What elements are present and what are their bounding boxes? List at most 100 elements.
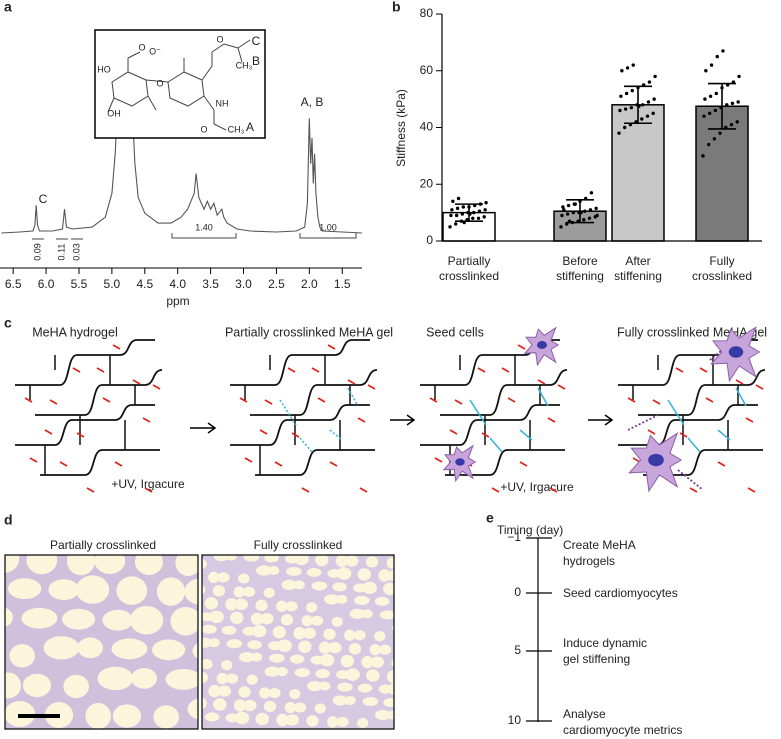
x-tick-label: Before	[562, 254, 598, 268]
micrograph-cell	[212, 585, 226, 597]
micrograph-cell	[242, 586, 256, 598]
step-title: MeHA hydrogel	[32, 325, 117, 339]
y-tick-label: 60	[420, 63, 434, 77]
error-bar	[566, 199, 594, 224]
methacrylate	[537, 379, 546, 385]
network	[15, 339, 163, 493]
data-point	[454, 213, 459, 218]
step-title: Partially crosslinked MeHA gel	[225, 325, 393, 339]
molecule	[107, 39, 251, 131]
micrograph-cell	[221, 660, 233, 671]
micrograph-cell	[129, 605, 164, 635]
methacrylate	[259, 429, 268, 435]
data-point	[645, 114, 650, 118]
micrograph-cell	[221, 625, 237, 635]
micrograph-cell	[307, 680, 323, 692]
x-tick-label: 3.0	[235, 277, 252, 291]
data-point	[702, 114, 706, 118]
data-point	[582, 218, 586, 222]
micrograph-cell	[327, 716, 339, 728]
micrograph-cell	[175, 555, 198, 576]
methacrylate	[735, 379, 744, 385]
micrograph-cell	[306, 567, 322, 577]
micrograph-cell	[264, 666, 281, 677]
micrograph-cell	[9, 644, 35, 668]
methacrylate	[699, 367, 708, 373]
crosslink	[279, 399, 297, 426]
micrograph-cell	[332, 695, 349, 706]
data-point	[482, 215, 486, 219]
spectrum-annotations: 6.5 6.0 5.5 5.0 4.5 4.0 3.5 3.0 2.5 2.0 1.5 ppm C A, …	[0, 95, 362, 308]
spectrum-area	[1, 34, 362, 234]
methacrylate	[675, 367, 684, 373]
x-tick-label: 6.5	[5, 277, 22, 291]
micrograph-cell	[202, 659, 213, 670]
micrograph-cell	[192, 642, 198, 659]
data-point	[566, 203, 571, 208]
methacrylate	[59, 461, 68, 467]
structure-atom: HO	[97, 64, 111, 74]
methacrylate	[357, 417, 366, 423]
methacrylate	[481, 432, 490, 438]
micrograph-cell	[366, 669, 380, 682]
data-point	[631, 63, 635, 67]
crosslink	[677, 469, 704, 491]
micrograph-cell	[362, 696, 379, 707]
data-point	[449, 213, 453, 218]
micrograph-label: Partially crosslinked	[50, 538, 156, 552]
micrograph-cell	[294, 668, 311, 678]
micrograph-cell	[48, 579, 80, 600]
micrograph-cell	[349, 608, 366, 619]
methacrylate	[102, 397, 111, 403]
timeline-event: cardiomyocyte metrics	[563, 723, 682, 737]
micrograph-cell	[357, 568, 372, 581]
data-point	[653, 74, 657, 79]
methacrylate	[329, 461, 338, 467]
micrograph-cell	[318, 641, 332, 654]
micrograph-cell	[314, 703, 326, 714]
polymer-strand	[618, 404, 758, 446]
methacrylate	[239, 397, 248, 403]
data-point	[703, 97, 707, 101]
micrograph-cell	[369, 644, 381, 656]
micrograph-cell	[204, 712, 220, 722]
x-tick-label: After	[625, 254, 650, 268]
polymer-strand	[35, 369, 163, 416]
polymer-strand	[15, 339, 155, 386]
data-point	[625, 66, 630, 70]
inset-frame	[94, 29, 266, 139]
integral-label: 0.03	[71, 243, 81, 261]
data-point	[736, 100, 740, 104]
methacrylate	[501, 367, 510, 373]
micrograph-cell	[391, 658, 394, 668]
timeline-axis-label: Timing (day)	[497, 523, 563, 537]
data-point	[484, 200, 488, 205]
error-bar	[708, 82, 736, 130]
methacrylate	[114, 461, 123, 467]
data-point	[629, 105, 634, 110]
peak-label: C	[39, 192, 48, 206]
micrograph-cell	[116, 576, 148, 605]
micrograph-cell	[97, 666, 134, 691]
micrograph-cell	[102, 609, 134, 631]
micrograph-cell	[250, 612, 264, 626]
data-point	[455, 206, 460, 211]
x-tick-label: 1.5	[334, 277, 351, 291]
crosslink	[519, 429, 533, 441]
micrograph-cell	[362, 581, 377, 595]
micrograph-cell	[134, 555, 164, 575]
micrograph-cell	[202, 624, 217, 634]
methacrylate	[507, 397, 516, 403]
x-tick-label: 4.5	[136, 277, 153, 291]
structure-atom: NH	[216, 98, 229, 108]
micrograph-cell	[354, 595, 370, 605]
micrograph-cell	[165, 669, 198, 690]
micrograph-cell	[294, 555, 309, 566]
x-tick-label: crosslinked	[439, 269, 499, 283]
micrograph-cell	[246, 674, 258, 685]
data-point	[573, 202, 577, 206]
micrograph-cell	[335, 555, 349, 568]
methacrylate	[44, 429, 53, 435]
data-point	[618, 108, 622, 113]
